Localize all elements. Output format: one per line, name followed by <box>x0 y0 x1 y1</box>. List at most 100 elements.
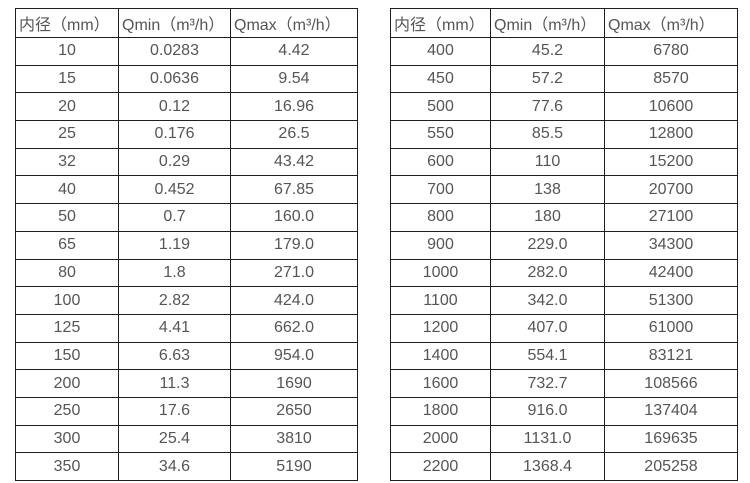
table-cell: 83121 <box>604 341 738 371</box>
header-inner-diameter: 内径（mm） <box>15 8 119 38</box>
table-cell: 250 <box>15 396 119 426</box>
table-cell: 450 <box>390 64 491 94</box>
header-qmin: Qmin（m³/h） <box>118 8 231 38</box>
table-row: 125 4.41 662.0 <box>15 313 358 343</box>
table-cell: 17.6 <box>118 396 231 426</box>
table-row: 50 0.7 160.0 <box>15 203 358 232</box>
table-row: 2200 1368.4 205258 <box>390 452 738 481</box>
table-cell: 12800 <box>604 120 738 149</box>
table-cell: 15200 <box>604 147 738 177</box>
table-cell: 2000 <box>390 424 491 454</box>
table-row: 800 180 27100 <box>390 203 738 232</box>
table-row: 2000 1131.0 169635 <box>390 424 738 454</box>
table-cell: 400 <box>390 37 491 66</box>
table-cell: 1.19 <box>118 230 231 260</box>
table-cell: 4.41 <box>118 313 231 343</box>
table-cell: 1.8 <box>118 258 231 288</box>
table-row: 700 138 20700 <box>390 175 738 205</box>
table-cell: 954.0 <box>230 341 358 371</box>
table-row: 40 0.452 67.85 <box>15 175 358 205</box>
table-cell: 662.0 <box>230 313 358 343</box>
header-inner-diameter: 内径（mm） <box>390 8 491 38</box>
table-cell: 65 <box>15 230 119 260</box>
table-cell: 6.63 <box>118 341 231 371</box>
table-cell: 500 <box>390 92 491 122</box>
table-cell: 600 <box>390 147 491 177</box>
table-row: 15 0.0636 9.54 <box>15 64 358 94</box>
table-cell: 6780 <box>604 37 738 66</box>
table-cell: 15 <box>15 64 119 94</box>
table-cell: 160.0 <box>230 203 358 232</box>
table-cell: 50 <box>15 203 119 232</box>
table-cell: 85.5 <box>490 120 605 149</box>
table-cell: 108566 <box>604 369 738 398</box>
table-cell: 77.6 <box>490 92 605 122</box>
table-cell: 5190 <box>230 452 358 481</box>
table-cell: 424.0 <box>230 286 358 315</box>
table-row: 900 229.0 34300 <box>390 230 738 260</box>
table-cell: 342.0 <box>490 286 605 315</box>
table-cell: 51300 <box>604 286 738 315</box>
table-cell: 10600 <box>604 92 738 122</box>
table-cell: 32 <box>15 147 119 177</box>
table-cell: 1100 <box>390 286 491 315</box>
table-cell: 9.54 <box>230 64 358 94</box>
table-cell: 138 <box>490 175 605 205</box>
table-row: 25 0.176 26.5 <box>15 120 358 149</box>
table-cell: 3810 <box>230 424 358 454</box>
table-cell: 1131.0 <box>490 424 605 454</box>
table-cell: 150 <box>15 341 119 371</box>
table-row: 80 1.8 271.0 <box>15 258 358 288</box>
table-row: 200 11.3 1690 <box>15 369 358 398</box>
table-row: 10 0.0283 4.42 <box>15 37 358 66</box>
table-cell: 110 <box>490 147 605 177</box>
table-cell: 27100 <box>604 203 738 232</box>
table-row: 1400 554.1 83121 <box>390 341 738 371</box>
table-row: 350 34.6 5190 <box>15 452 358 481</box>
table-header-row: 内径（mm） Qmin（m³/h） Qmax（m³/h） <box>390 8 738 38</box>
table-cell: 16.96 <box>230 92 358 122</box>
table-cell: 271.0 <box>230 258 358 288</box>
table-row: 600 110 15200 <box>390 147 738 177</box>
table-cell: 180 <box>490 203 605 232</box>
table-cell: 800 <box>390 203 491 232</box>
table-cell: 900 <box>390 230 491 260</box>
table-row: 1600 732.7 108566 <box>390 369 738 398</box>
table-cell: 550 <box>390 120 491 149</box>
table-cell: 137404 <box>604 396 738 426</box>
table-cell: 732.7 <box>490 369 605 398</box>
table-cell: 1000 <box>390 258 491 288</box>
table-row: 250 17.6 2650 <box>15 396 358 426</box>
table-cell: 0.176 <box>118 120 231 149</box>
table-cell: 282.0 <box>490 258 605 288</box>
table-cell: 916.0 <box>490 396 605 426</box>
table-cell: 1368.4 <box>490 452 605 481</box>
table-cell: 20 <box>15 92 119 122</box>
table-cell: 125 <box>15 313 119 343</box>
table-row: 450 57.2 8570 <box>390 64 738 94</box>
table-cell: 0.12 <box>118 92 231 122</box>
table-row: 1800 916.0 137404 <box>390 396 738 426</box>
table-cell: 42400 <box>604 258 738 288</box>
table-row: 32 0.29 43.42 <box>15 147 358 177</box>
table-cell: 40 <box>15 175 119 205</box>
table-cell: 407.0 <box>490 313 605 343</box>
table-row: 100 2.82 424.0 <box>15 286 358 315</box>
table-cell: 179.0 <box>230 230 358 260</box>
table-row: 1000 282.0 42400 <box>390 258 738 288</box>
table-row: 550 85.5 12800 <box>390 120 738 149</box>
table-cell: 0.7 <box>118 203 231 232</box>
table-cell: 25 <box>15 120 119 149</box>
table-cell: 0.29 <box>118 147 231 177</box>
table-cell: 200 <box>15 369 119 398</box>
table-cell: 0.0636 <box>118 64 231 94</box>
flow-rate-table-right: 内径（mm） Qmin（m³/h） Qmax（m³/h） 400 45.2 6780… <box>390 8 738 481</box>
table-cell: 1800 <box>390 396 491 426</box>
table-cell: 61000 <box>604 313 738 343</box>
flow-rate-table-left: 内径（mm） Qmin（m³/h） Qmax（m³/h） 10 0.0283 4.4… <box>15 8 358 481</box>
table-cell: 8570 <box>604 64 738 94</box>
table-cell: 4.42 <box>230 37 358 66</box>
table-cell: 2200 <box>390 452 491 481</box>
table-cell: 67.85 <box>230 175 358 205</box>
